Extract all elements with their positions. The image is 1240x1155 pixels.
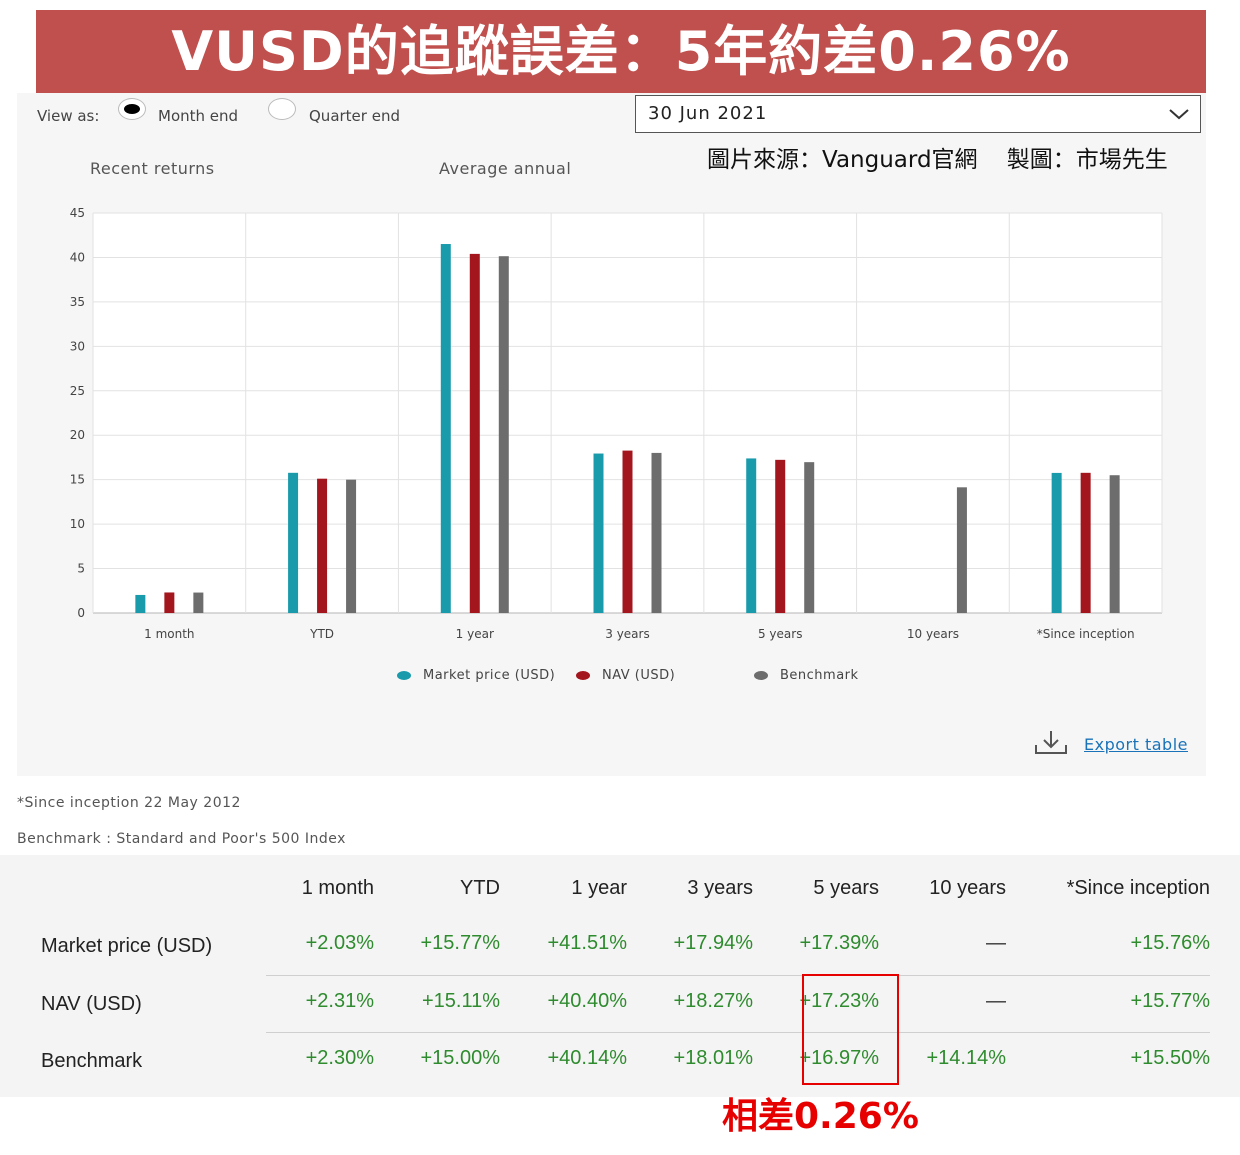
recent-returns-label: Recent returns (90, 159, 215, 178)
table-cell: +15.11% (421, 990, 500, 1012)
bar (1109, 475, 1120, 613)
bar (775, 459, 786, 613)
highlight-box (802, 974, 899, 1085)
view-as-label: View as: (37, 107, 100, 125)
bar (288, 472, 299, 613)
source-note: 圖片來源：Vanguard官網 製圖：市場先生 (707, 147, 1168, 173)
y-tick-label: 45 (70, 206, 85, 220)
x-tick-label: 1 month (144, 627, 194, 641)
table-row-label: Market price (USD) (41, 935, 213, 957)
legend-item-market-price: Market price (USD) (397, 668, 555, 683)
bar (956, 487, 967, 613)
month-end-label[interactable]: Month end (158, 107, 239, 125)
table-header: 1 year (571, 877, 627, 899)
bar (593, 453, 604, 613)
bar (135, 594, 146, 613)
bar (651, 452, 662, 613)
x-tick-label: YTD (309, 627, 334, 641)
y-tick-label: 40 (70, 250, 85, 264)
table-header: 3 years (687, 877, 753, 899)
table-cell: +40.40% (547, 990, 627, 1012)
average-annual-label: Average annual (439, 159, 572, 178)
table-cell: +15.77% (420, 932, 500, 954)
table-cell: +16.97% (799, 1047, 879, 1069)
bar (1051, 472, 1062, 613)
table-cell: +17.94% (673, 932, 753, 954)
y-tick-label: 30 (70, 339, 85, 353)
bar (193, 592, 204, 613)
x-tick-label: 10 years (907, 627, 959, 641)
quarter-end-radio[interactable] (268, 98, 296, 120)
legend-swatch-nav (576, 671, 590, 680)
legend-label-market-price: Market price (USD) (423, 668, 556, 683)
table-cell: +15.50% (1130, 1047, 1210, 1069)
table-cell: +15.77% (1130, 990, 1210, 1012)
x-tick-label: 3 years (605, 627, 649, 641)
y-tick-label: 20 (70, 428, 85, 442)
benchmark-footnote: Benchmark : Standard and Poor's 500 Inde… (17, 831, 346, 847)
chevron-down-icon (1169, 109, 1189, 120)
table-cell: +15.76% (1130, 932, 1210, 954)
bar (317, 478, 328, 613)
legend-item-benchmark: Benchmark (754, 668, 859, 683)
bar (346, 479, 357, 613)
table-cell: +2.03% (305, 932, 374, 954)
table-header: 10 years (929, 877, 1006, 899)
bar (440, 244, 451, 613)
bar (622, 450, 633, 613)
bar (469, 253, 480, 613)
bar (1080, 472, 1091, 613)
row-divider (266, 1032, 1210, 1033)
table-row-label: NAV (USD) (41, 993, 142, 1015)
table-row-label: Benchmark (41, 1050, 143, 1072)
table-cell: +18.01% (673, 1047, 753, 1069)
export-table-link[interactable]: Export table (1084, 735, 1188, 754)
bar (498, 256, 509, 613)
y-tick-label: 10 (70, 517, 85, 531)
chart-panel: View as: Month end Quarter end 30 Jun 20… (17, 93, 1206, 776)
month-end-radio[interactable] (118, 98, 146, 120)
row-divider (266, 975, 1210, 976)
since-inception-footnote: *Since inception 22 May 2012 (17, 795, 241, 811)
table-header: YTD (460, 877, 500, 899)
legend-item-nav: NAV (USD) (576, 668, 675, 683)
x-tick-label: *Since inception (1037, 627, 1135, 641)
download-icon[interactable] (1033, 729, 1069, 757)
date-select[interactable]: 30 Jun 2021 (635, 95, 1201, 133)
table-header: 5 years (813, 877, 879, 899)
y-tick-label: 25 (70, 384, 85, 398)
table-cell: +17.23% (799, 990, 879, 1012)
table-cell: — (986, 990, 1006, 1012)
performance-table: 1 month YTD 1 year 3 years 5 years 10 ye… (0, 855, 1240, 1097)
bar (164, 592, 175, 613)
legend-label-benchmark: Benchmark (780, 668, 859, 683)
bar (804, 462, 815, 613)
difference-note: 相差0.26% (722, 1096, 919, 1137)
table-cell: — (986, 932, 1006, 954)
quarter-end-label[interactable]: Quarter end (309, 107, 400, 125)
y-tick-label: 5 (77, 562, 85, 576)
date-select-value: 30 Jun 2021 (648, 103, 768, 124)
table-cell: +15.00% (420, 1047, 500, 1069)
table-cell: +14.14% (926, 1047, 1006, 1069)
y-tick-label: 35 (70, 295, 85, 309)
y-tick-label: 15 (70, 473, 85, 487)
title-banner: VUSD的追蹤誤差：5年約差0.26% (36, 10, 1206, 93)
table-cell: +40.14% (547, 1047, 627, 1069)
legend-swatch-benchmark (754, 671, 768, 680)
table-cell: +17.39% (799, 932, 879, 954)
y-tick-label: 0 (77, 606, 85, 620)
table-header: *Since inception (1066, 877, 1210, 899)
bar (746, 458, 757, 613)
x-tick-label: 1 year (456, 627, 494, 641)
legend-swatch-market-price (397, 671, 411, 680)
legend-label-nav: NAV (USD) (602, 668, 676, 683)
table-cell: +41.51% (547, 932, 627, 954)
table-cell: +18.27% (673, 990, 753, 1012)
table-header: 1 month (301, 877, 374, 899)
x-tick-label: 5 years (758, 627, 802, 641)
table-cell: +2.31% (305, 990, 374, 1012)
bar-chart: 0 5 10 15 20 25 30 35 40 45 1 month YTD 1 year 3 year… (70, 206, 1163, 641)
table-cell: +2.30% (305, 1047, 374, 1069)
